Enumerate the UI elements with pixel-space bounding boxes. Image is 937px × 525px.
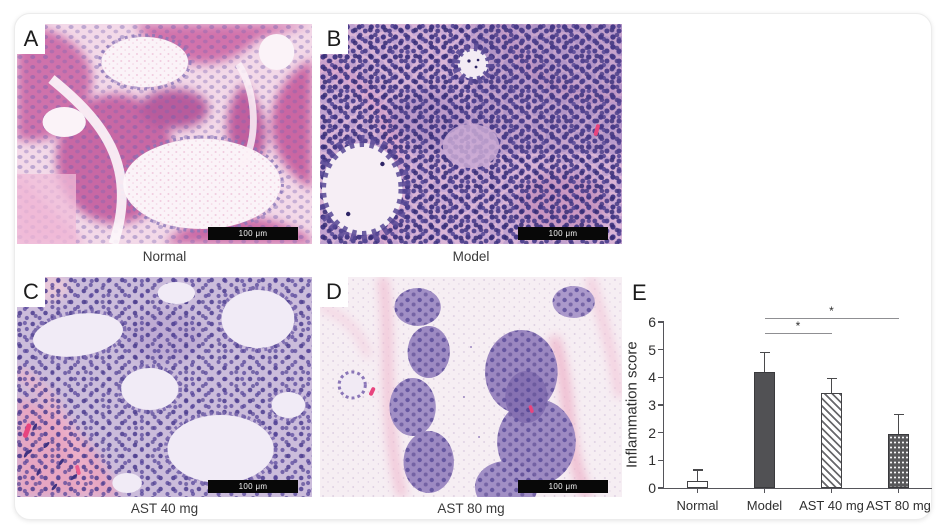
caption-ast80: AST 80 mg <box>437 501 505 516</box>
caption-ast40: AST 40 mg <box>130 501 199 516</box>
plot-area: 0 1 2 3 4 5 6 Normal Model AST 40 mg AST 80 mg * * <box>648 305 932 513</box>
histology-image-ast40 <box>17 277 312 497</box>
scale-bar-a: 100 μm <box>208 227 298 240</box>
bar-ast-40-mg <box>821 392 842 488</box>
y-axis-tick-label: 5 <box>648 341 656 358</box>
y-axis-tick <box>658 321 664 323</box>
x-axis-tick <box>763 488 766 493</box>
panel-letter-e: E <box>632 280 647 305</box>
y-axis-tick-label: 2 <box>648 424 656 441</box>
error-bar-cap <box>759 351 770 354</box>
y-axis-tick <box>658 404 664 406</box>
significance-asterisk: * <box>795 319 801 334</box>
histology-image-ast80 <box>320 277 622 497</box>
significance-line <box>764 317 899 320</box>
y-axis-tick-label: 4 <box>648 369 656 386</box>
bar-normal <box>687 481 708 488</box>
error-bar-cap <box>692 469 703 471</box>
y-axis-tick <box>658 459 664 462</box>
error-bar-cap <box>893 413 904 416</box>
scale-bar-b: 100 μm <box>518 227 608 240</box>
y-axis-tick <box>658 487 664 489</box>
x-axis-tick <box>696 488 699 493</box>
y-axis-tick <box>658 348 664 351</box>
caption-model: Model <box>452 249 490 264</box>
x-axis-category-label: AST 40 mg <box>799 498 864 513</box>
x-axis-category-label: Model <box>746 498 783 513</box>
bar-ast-80-mg <box>888 434 909 488</box>
panel-letter-b: B <box>320 24 348 54</box>
scale-bar-label: 100 μm <box>548 481 578 491</box>
panel-d: D 100 μm <box>320 277 622 497</box>
y-axis-tick-label: 0 <box>648 480 656 496</box>
histology-image-model <box>320 24 622 244</box>
scale-bar-c: 100 μm <box>208 480 298 493</box>
x-axis-tick <box>897 488 900 493</box>
x-axis-tick <box>830 488 833 493</box>
scale-bar-d: 100 μm <box>518 480 608 493</box>
scale-bar-label: 100 μm <box>548 228 578 238</box>
error-bar-cap <box>826 377 837 380</box>
x-axis-category-label: Normal <box>676 498 719 513</box>
error-bar-stem <box>696 470 699 482</box>
panel-e-chart: E Inflammation score 0 1 2 3 4 5 6 Normal Model A… <box>624 276 932 522</box>
scale-bar-label: 100 μm <box>238 481 268 491</box>
y-axis-tick <box>658 431 664 434</box>
panel-letter-c: C <box>17 277 45 307</box>
panel-letter-d: D <box>320 277 348 307</box>
panel-a: A 100 μm <box>17 24 312 244</box>
scale-bar-label: 100 μm <box>238 228 268 238</box>
error-bar-stem <box>830 378 833 393</box>
panel-letter-a: A <box>17 24 45 54</box>
caption-normal: Normal <box>142 249 187 264</box>
panel-b: B 100 μm <box>320 24 622 244</box>
y-axis-tick-label: 3 <box>648 397 656 413</box>
y-axis-tick <box>658 376 664 379</box>
y-axis-tick-label: 1 <box>648 452 656 469</box>
significance-line <box>764 333 832 335</box>
y-axis-tick-label: 6 <box>648 314 656 330</box>
significance-asterisk: * <box>829 303 834 318</box>
bar-model <box>754 371 775 488</box>
x-axis-category-label: AST 80 mg <box>866 498 931 513</box>
panel-c: C 100 μm <box>17 277 312 497</box>
histology-image-normal <box>17 24 312 244</box>
error-bar-stem <box>763 352 766 372</box>
error-bar-stem <box>897 414 900 435</box>
